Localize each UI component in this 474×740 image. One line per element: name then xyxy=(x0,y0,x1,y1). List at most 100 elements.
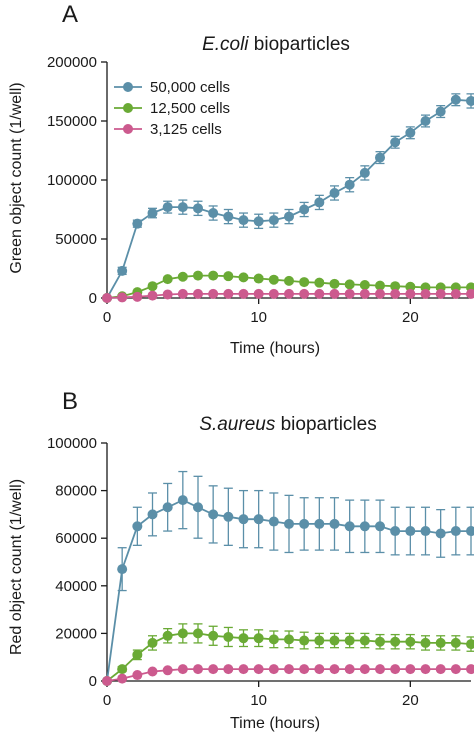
panel-b-letter: B xyxy=(62,388,78,415)
panel-a-series-50000-cells-point xyxy=(268,215,279,226)
panel-a-series-50000-cells-point xyxy=(435,106,446,117)
panel-a-series-3125-cells-point xyxy=(208,288,219,299)
panel-a-legend: 50,000 cells 12,500 cells 3,125 cells xyxy=(114,79,230,138)
panel-b-series-12500-cells-point xyxy=(359,635,370,646)
panel-a-y-tick-label: 200000 xyxy=(47,54,97,71)
panel-a-series-12500-cells-point xyxy=(359,280,370,291)
panel-b-title-species: S.aureus xyxy=(199,414,276,435)
panel-b-series-3125-cells-point xyxy=(268,664,279,675)
panel-a-legend-marker xyxy=(123,124,133,134)
panel-b-series-50000-cells-point xyxy=(299,518,310,529)
panel-a-legend-label: 50,000 cells xyxy=(150,79,230,96)
panel-b-series-12500-cells-point xyxy=(450,637,461,648)
panel-a-title-rest: bioparticles xyxy=(249,34,350,55)
panel-b-series-50000-cells-point xyxy=(466,526,474,537)
panel-b-series-3125-cells-point xyxy=(177,664,188,675)
panel-a-y-tick-label: 50000 xyxy=(55,231,97,248)
panel-a-series-3125-cells-point xyxy=(420,288,431,299)
panel-b-series-50000-cells-point xyxy=(193,502,203,513)
panel-b-series-12500-cells-point xyxy=(329,635,340,646)
panel-b-x-tick-label: 0 xyxy=(103,692,111,709)
panel-a-series-3125-cells-point xyxy=(329,288,340,299)
panel-b-series-50000-cells-point xyxy=(268,516,279,527)
panel-a-series-50000-cells-point xyxy=(147,208,158,219)
panel-a-series-3125-cells-point xyxy=(102,293,112,303)
panel-b-series-12500-cells-point xyxy=(405,636,416,647)
panel-b-series-3125-cells-point xyxy=(375,664,385,675)
panel-a-series-50000-cells-point xyxy=(162,202,173,213)
panel-b-series-12500-cells-point xyxy=(284,634,294,645)
panel-b-series-50000-cells-point xyxy=(284,518,294,529)
panel-b-y-tick-label: 0 xyxy=(89,673,97,690)
panel-a-legend-label: 3,125 cells xyxy=(150,121,222,138)
panel-a-series-3125-cells-point xyxy=(284,288,294,299)
panel-b-series-12500-cells-point xyxy=(147,637,158,648)
panel-a-series-3125-cells-point xyxy=(359,288,370,299)
panel-a-series-12500-cells-point xyxy=(223,271,234,282)
panel-b-y-tick-label: 40000 xyxy=(55,578,97,595)
panel-a: A E.coli bioparticles Green object count… xyxy=(8,1,474,357)
panel-b-series-3125-cells-point xyxy=(223,664,234,675)
panel-a-series-3125-cells-point xyxy=(405,288,416,299)
panel-a-series-3125-cells-point xyxy=(253,288,264,299)
panel-b-series-12500-cells-point xyxy=(177,628,188,639)
panel-b-x-tick-label: 10 xyxy=(250,692,267,709)
panel-b-series-3125-cells-point xyxy=(117,673,128,684)
panel-b-series-50000-cells-point xyxy=(405,526,416,537)
panel-b-series-12500-cells-point xyxy=(420,637,431,648)
panel-a-series-12500-cells-point xyxy=(208,270,219,281)
panel-a-series-12500-cells-point xyxy=(253,273,264,284)
panel-a-series-3125-cells-point xyxy=(177,288,188,299)
panel-b-series-50000-cells-point xyxy=(450,526,461,537)
panel-b-series-3125-cells-point xyxy=(147,666,158,677)
panel-a-series-3125-cells-point xyxy=(238,288,249,299)
panel-a-x-tick-label: 20 xyxy=(402,309,419,326)
panel-b-series-12500-cells-point xyxy=(132,649,143,660)
panel-a-series-50000-cells-point xyxy=(375,152,385,163)
panel-b-series-3125-cells-point xyxy=(390,664,401,675)
panel-a-series-50000-cells-point xyxy=(253,216,264,227)
panel-a-y-axis-label: Green object count (1/well) xyxy=(8,82,25,273)
panel-a-series-50000-cells-point xyxy=(390,137,401,148)
panel-b-y-tick-label: 20000 xyxy=(55,625,97,642)
panel-a-series-12500-cells-point xyxy=(329,278,340,289)
panel-a-series-12500-cells-point xyxy=(390,281,401,292)
panel-b-series-12500-cells-point xyxy=(162,630,173,641)
panel-b-title-rest: bioparticles xyxy=(275,414,376,435)
panel-a-series-50000-cells-point xyxy=(466,95,474,106)
panel-a-series-12500-cells-point xyxy=(405,281,416,292)
panel-a-x-axis-label: Time (hours) xyxy=(230,340,320,357)
panel-a-series-50000-cells-point xyxy=(420,116,431,126)
panel-a-series-12500-cells-point xyxy=(177,271,188,282)
panel-b-series-50000-cells-point xyxy=(359,521,370,532)
panel-a-series-3125-cells-point xyxy=(162,289,173,300)
panel-b-series-50000-cells-point xyxy=(375,521,385,532)
panel-b-series-3125-cells-point xyxy=(329,664,340,675)
panel-b-series-50000-cells-point xyxy=(390,526,401,537)
panel-a-series-12500-cells-point xyxy=(238,272,249,283)
panel-a-y-tick-label: 0 xyxy=(89,290,97,307)
panel-a-series-50000-cells-point xyxy=(177,202,188,213)
panel-a-series-50000-cells-point xyxy=(299,204,310,215)
panel-a-series-50000-cells-point xyxy=(208,208,219,219)
panel-a-series-50000-cells-point xyxy=(359,167,370,178)
panel-a-title-species: E.coli xyxy=(202,34,249,55)
panel-b-x-axis-label: Time (hours) xyxy=(230,715,320,732)
panel-b-series-12500-cells-point xyxy=(223,631,234,642)
panel-b-series-12500-cells-point xyxy=(435,637,446,648)
panel-a-series-50000-cells-point xyxy=(223,211,234,222)
panel-a-series-50000-cells-point xyxy=(405,127,416,138)
panel-b-x-tick-label: 20 xyxy=(402,692,419,709)
panel-a-series-50000-cells-point xyxy=(193,203,203,214)
panel-b-series-3125-cells-point xyxy=(359,664,370,675)
panel-a-x-tick-label: 10 xyxy=(250,309,267,326)
panel-a-series-3125-cells xyxy=(102,288,474,303)
panel-b-series-50000-cells-point xyxy=(147,509,158,520)
panel-a-series-12500-cells-point xyxy=(344,279,355,290)
panel-a-series-3125-cells-point xyxy=(314,288,325,299)
panel-b-series-3125-cells-point xyxy=(162,665,173,676)
panel-b-y-tick-label: 60000 xyxy=(55,530,97,547)
panel-a-letter: A xyxy=(62,1,78,28)
panel-b-series-50000-cells-point xyxy=(329,518,340,529)
panel-b-series-3125-cells-point xyxy=(420,664,431,675)
